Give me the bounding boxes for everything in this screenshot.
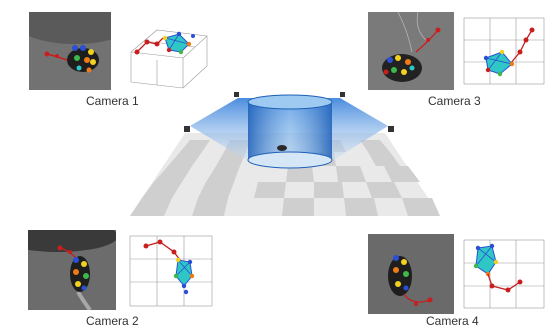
arena-mouse [277, 145, 287, 151]
camera-3-label: Camera 3 [428, 94, 481, 108]
camera-3-skeleton-plot [458, 12, 550, 90]
camera-1-skeleton-plot [123, 12, 213, 90]
camera-icon-top-left [234, 92, 239, 97]
camera-1-photo [29, 12, 111, 90]
arena-illustration [130, 88, 440, 220]
camera-icon-right [388, 126, 394, 132]
camera-3-photo [368, 12, 454, 90]
camera-4-label: Camera 4 [426, 314, 479, 328]
camera-4-photo [368, 234, 454, 314]
camera-1-label: Camera 1 [86, 94, 139, 108]
camera-2-photo [28, 230, 116, 310]
arena-cylinder [248, 102, 332, 160]
camera-icon-top-right [340, 92, 345, 97]
camera-2-skeleton-plot [124, 230, 218, 312]
camera-4-skeleton-plot [458, 234, 550, 314]
camera-icon-left [184, 126, 190, 132]
camera-2-label: Camera 2 [86, 314, 139, 328]
